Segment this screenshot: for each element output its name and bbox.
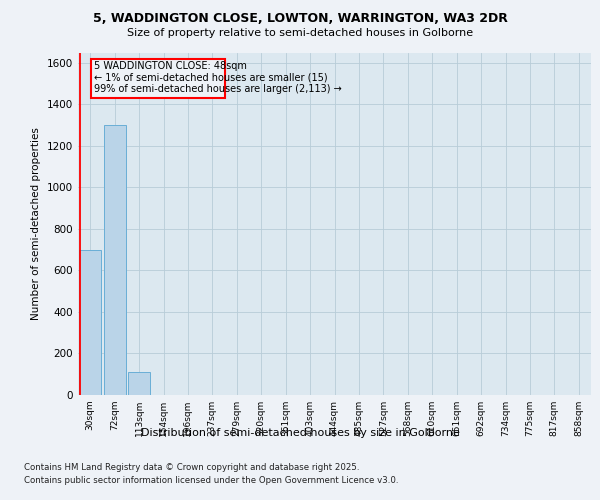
Text: Size of property relative to semi-detached houses in Golborne: Size of property relative to semi-detach… <box>127 28 473 38</box>
Bar <box>79 250 101 395</box>
FancyBboxPatch shape <box>91 58 224 98</box>
Text: Contains HM Land Registry data © Crown copyright and database right 2025.: Contains HM Land Registry data © Crown c… <box>24 462 359 471</box>
Bar <box>128 372 150 395</box>
Text: Contains public sector information licensed under the Open Government Licence v3: Contains public sector information licen… <box>24 476 398 485</box>
Text: 5, WADDINGTON CLOSE, LOWTON, WARRINGTON, WA3 2DR: 5, WADDINGTON CLOSE, LOWTON, WARRINGTON,… <box>92 12 508 26</box>
Text: Distribution of semi-detached houses by size in Golborne: Distribution of semi-detached houses by … <box>140 428 460 438</box>
Bar <box>104 125 125 395</box>
Text: 5 WADDINGTON CLOSE: 48sqm
← 1% of semi-detached houses are smaller (15)
99% of s: 5 WADDINGTON CLOSE: 48sqm ← 1% of semi-d… <box>94 61 342 94</box>
Y-axis label: Number of semi-detached properties: Number of semi-detached properties <box>31 128 41 320</box>
